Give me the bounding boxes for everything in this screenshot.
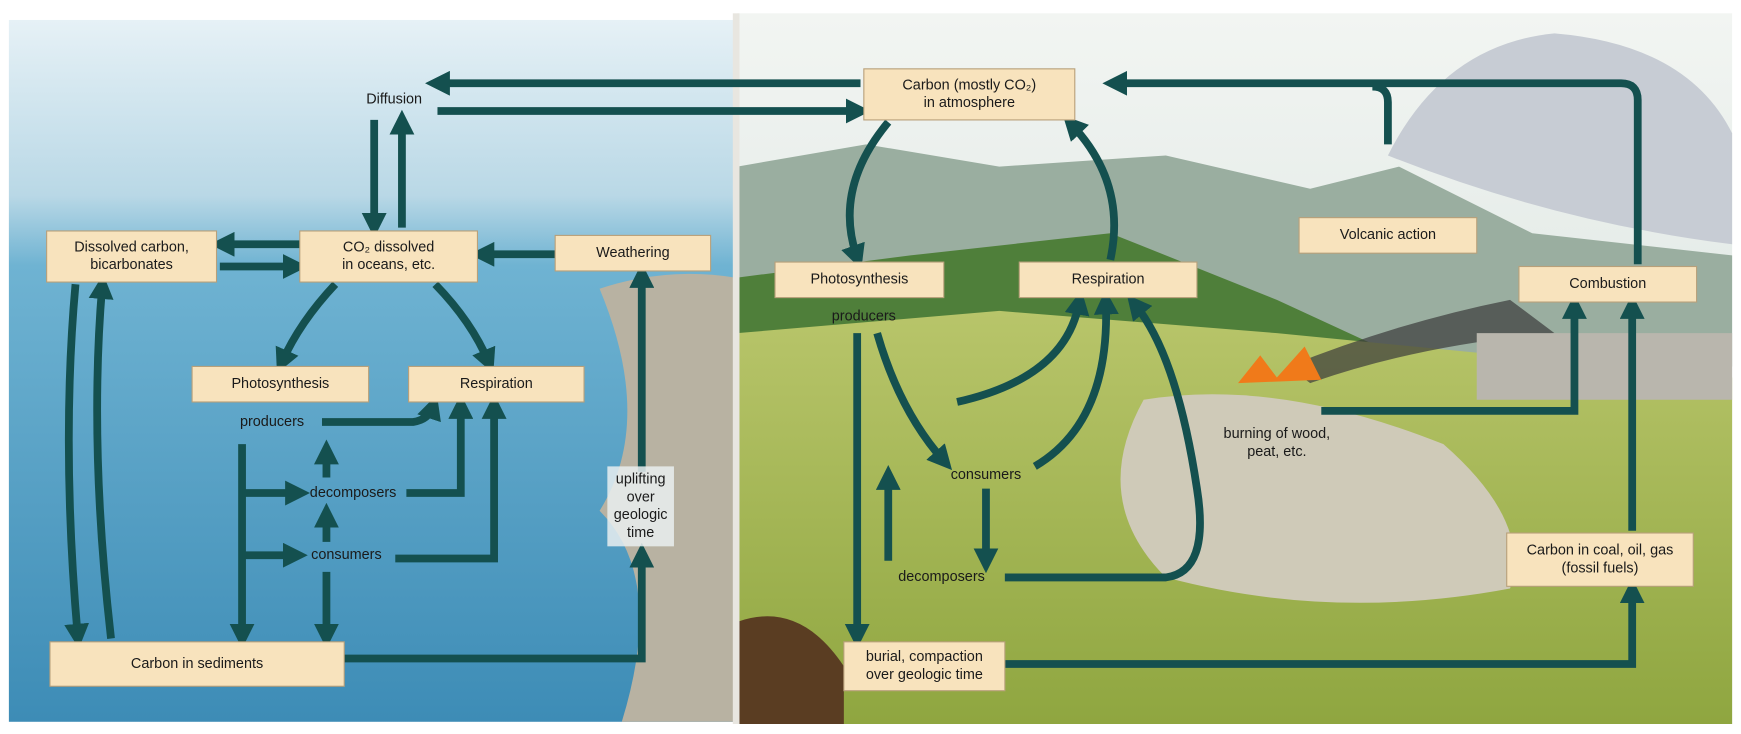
- node: Photosynthesis: [774, 261, 945, 299]
- arrow: [1321, 294, 1587, 415]
- label-text: geologic: [614, 507, 668, 523]
- node-label: burial, compaction: [866, 649, 983, 665]
- node-box: [1506, 532, 1694, 587]
- node-box: [774, 261, 945, 299]
- arrow: [873, 332, 953, 471]
- label: producers: [240, 414, 304, 430]
- node-box: [191, 365, 370, 403]
- node-box: [554, 234, 712, 272]
- node: burial, compaction over geologic time: [843, 641, 1006, 692]
- node-label: Combustion: [1569, 276, 1646, 292]
- label-text: time: [627, 525, 654, 541]
- arrow: [956, 289, 1090, 406]
- node-label: Carbon in sediments: [131, 656, 263, 672]
- label-text: Diffusion: [366, 92, 422, 108]
- label-backdrop: [607, 466, 674, 547]
- node-box: [863, 68, 1076, 121]
- label: decomposers: [898, 569, 985, 585]
- node-label: Weathering: [596, 245, 669, 261]
- label-text: decomposers: [310, 485, 397, 501]
- node-box: [1018, 261, 1198, 299]
- arrow: [432, 281, 496, 374]
- arrow: [1062, 115, 1119, 261]
- label-text: uplifting: [616, 472, 666, 488]
- labels: Diffusion producers decomposers consumers up…: [240, 92, 1330, 585]
- node-label: Respiration: [460, 376, 533, 392]
- arrow: [406, 393, 474, 497]
- node-label: Dissolved carbon,: [74, 239, 189, 255]
- arrow: [841, 119, 892, 270]
- arrow: [1102, 70, 1642, 265]
- arrow: [64, 283, 90, 649]
- label: burning of wood, peat, etc.: [1224, 426, 1331, 460]
- node-box: [299, 230, 478, 283]
- arrow: [1372, 82, 1392, 145]
- label: consumers: [311, 547, 382, 563]
- node-label: (fossil fuels): [1562, 560, 1639, 576]
- node-label: Carbon (mostly CO₂): [902, 77, 1036, 93]
- node-label: bicarbonates: [90, 257, 173, 273]
- node: Carbon (mostly CO₂) in atmosphere: [863, 68, 1076, 121]
- node-label: in atmosphere: [924, 95, 1015, 111]
- node-box: [408, 365, 585, 403]
- node-box: [46, 230, 218, 283]
- arrow: [1004, 578, 1645, 668]
- node-box: [49, 641, 345, 687]
- node: CO₂ dissolved in oceans, etc.: [299, 230, 478, 283]
- arrow: [275, 281, 339, 374]
- label: consumers: [951, 467, 1022, 483]
- node-label: Volcanic action: [1340, 227, 1436, 243]
- node: Respiration: [1018, 261, 1198, 299]
- label-text: burning of wood,: [1224, 426, 1331, 442]
- node: Weathering: [554, 234, 712, 272]
- arrow: [344, 542, 655, 663]
- label-text: over: [627, 489, 655, 505]
- node-label: Photosynthesis: [810, 272, 908, 288]
- label: decomposers: [310, 485, 397, 501]
- node: Carbon in sediments: [49, 641, 345, 687]
- node: Carbon in coal, oil, gas(fossil fuels): [1506, 532, 1694, 587]
- arrow: [88, 274, 115, 639]
- node-label: Respiration: [1072, 272, 1145, 288]
- node: Photosynthesis: [191, 365, 370, 403]
- label-text: producers: [240, 414, 304, 430]
- arrow: [395, 393, 507, 563]
- node-label: over geologic time: [866, 667, 983, 683]
- label-text: peat, etc.: [1247, 444, 1306, 460]
- arrows: [64, 70, 1645, 668]
- node: Volcanic action: [1298, 217, 1478, 254]
- node: Respiration: [408, 365, 585, 403]
- arrow: [1032, 289, 1119, 470]
- boxes: Carbon (mostly CO₂) in atmosphere Dissolve…: [46, 68, 1698, 692]
- node-box: [843, 641, 1006, 692]
- label-text: consumers: [311, 547, 382, 563]
- node-label: CO₂ dissolved: [343, 239, 434, 255]
- node-box: [1298, 217, 1478, 254]
- node-label: in oceans, etc.: [342, 257, 435, 273]
- label: Diffusion: [366, 92, 422, 108]
- arrow: [321, 394, 441, 426]
- node: Dissolved carbon, bicarbonates: [46, 230, 218, 283]
- node-box: [1518, 265, 1698, 303]
- label-text: producers: [832, 308, 896, 324]
- node-label: Carbon in coal, oil, gas: [1527, 543, 1674, 559]
- node: Combustion: [1518, 265, 1698, 303]
- arrow: [1004, 294, 1204, 582]
- node-label: Photosynthesis: [231, 376, 329, 392]
- label-text: decomposers: [898, 569, 985, 585]
- label: producers: [832, 308, 896, 324]
- label-text: consumers: [951, 467, 1022, 483]
